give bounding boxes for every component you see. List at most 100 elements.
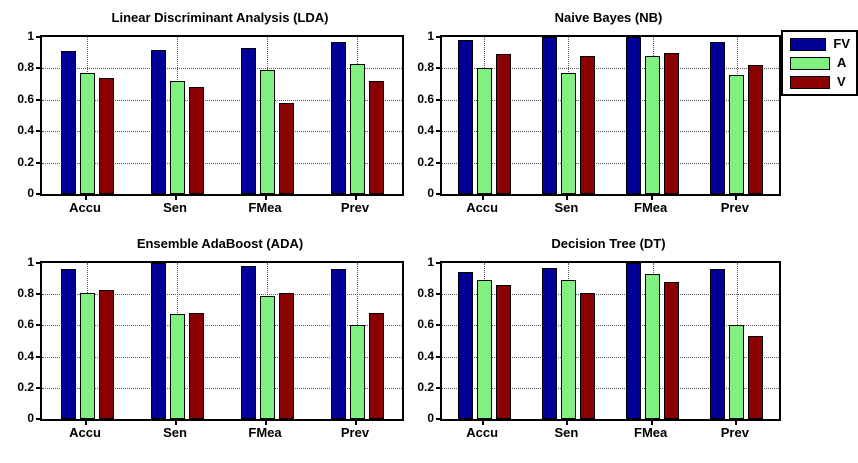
bar-v-sen bbox=[189, 87, 204, 194]
x-tick-mark bbox=[651, 421, 653, 425]
y-tick-mark bbox=[36, 386, 41, 389]
x-tick-mark bbox=[566, 196, 568, 200]
bar-a-prev bbox=[350, 64, 365, 194]
bar-v-fmea bbox=[279, 103, 294, 194]
x-tick-mark bbox=[355, 421, 357, 425]
x-tick-mark bbox=[85, 196, 87, 200]
y-tick-label: 0 bbox=[27, 186, 34, 200]
y-tick-mark bbox=[36, 36, 41, 38]
bar-fv-fmea bbox=[241, 48, 256, 194]
gridline-horizontal bbox=[42, 294, 402, 296]
bar-fv-prev bbox=[710, 42, 725, 194]
gridline-horizontal bbox=[442, 68, 779, 70]
y-tick-label: 0.2 bbox=[417, 154, 434, 169]
y-tick-mark bbox=[36, 67, 41, 70]
legend-label: FV bbox=[833, 36, 850, 51]
bar-a-prev bbox=[729, 325, 744, 419]
gridline-horizontal bbox=[42, 99, 402, 101]
bar-a-fmea bbox=[645, 56, 660, 194]
x-tick-label: Accu bbox=[466, 200, 499, 215]
x-tick-label: FMea bbox=[248, 425, 282, 440]
y-tick-label: 1 bbox=[427, 29, 434, 43]
x-tick-label: Accu bbox=[69, 425, 101, 440]
gridline-horizontal bbox=[442, 325, 779, 327]
y-tick-label: 0 bbox=[427, 186, 434, 200]
y-tick-label: 0.6 bbox=[417, 91, 434, 106]
y-tick-mark bbox=[436, 36, 441, 38]
gridline-horizontal bbox=[442, 162, 779, 164]
plot-inner bbox=[442, 37, 779, 194]
y-tick-label: 0.8 bbox=[17, 60, 34, 75]
bar-fv-prev bbox=[331, 269, 346, 419]
y-tick-label: 0.6 bbox=[17, 91, 34, 106]
bar-v-sen bbox=[189, 313, 204, 419]
plot-area bbox=[40, 35, 404, 196]
legend-entry-fv: FV bbox=[790, 37, 850, 51]
gridline-horizontal bbox=[42, 356, 402, 358]
x-tick-mark bbox=[265, 421, 267, 425]
bar-fv-fmea bbox=[626, 263, 641, 419]
bar-a-prev bbox=[729, 75, 744, 194]
bar-a-accu bbox=[477, 280, 492, 419]
x-tick-label: Prev bbox=[340, 425, 370, 440]
gridline-horizontal bbox=[42, 162, 402, 164]
chart-title: Ensemble AdaBoost (ADA) bbox=[136, 236, 304, 251]
bar-a-sen bbox=[561, 280, 576, 419]
bar-v-accu bbox=[99, 78, 114, 194]
x-tick-label: FMea bbox=[634, 200, 668, 215]
y-tick-mark bbox=[436, 67, 441, 70]
y-tick-mark bbox=[36, 130, 41, 133]
bar-fv-accu bbox=[458, 272, 473, 419]
bar-a-prev bbox=[350, 325, 365, 419]
bar-v-prev bbox=[369, 81, 384, 194]
y-tick-mark bbox=[436, 324, 441, 327]
x-tick-mark bbox=[85, 421, 87, 425]
y-tick-mark bbox=[436, 386, 441, 389]
x-tick-mark bbox=[175, 196, 177, 200]
gridline-horizontal bbox=[442, 294, 779, 296]
bar-fv-prev bbox=[710, 269, 725, 419]
y-tick-mark bbox=[36, 161, 41, 164]
legend: FV A V bbox=[781, 30, 858, 96]
y-tick-label: 0.8 bbox=[417, 60, 434, 75]
plot-area bbox=[40, 261, 404, 421]
y-tick-mark bbox=[436, 130, 441, 133]
x-tick-mark bbox=[482, 421, 484, 425]
y-tick-label: 0.2 bbox=[17, 154, 34, 169]
x-tick-mark bbox=[482, 196, 484, 200]
y-tick-mark bbox=[36, 355, 41, 358]
legend-swatch-a bbox=[790, 56, 830, 70]
x-tick-label: Sen bbox=[554, 425, 579, 440]
y-tick-mark bbox=[436, 98, 441, 101]
bar-a-sen bbox=[561, 73, 576, 194]
gridline-horizontal bbox=[442, 387, 779, 389]
chart-title: Decision Tree (DT) bbox=[551, 236, 666, 251]
bar-v-accu bbox=[496, 54, 511, 194]
x-tick-label: Sen bbox=[163, 200, 187, 215]
x-tick-mark bbox=[735, 196, 737, 200]
bar-a-accu bbox=[80, 293, 95, 419]
bar-a-fmea bbox=[260, 70, 275, 194]
x-tick-mark bbox=[566, 421, 568, 425]
legend-swatch-v bbox=[790, 75, 830, 89]
bar-fv-sen bbox=[542, 37, 557, 194]
x-tick-label: Sen bbox=[554, 200, 579, 215]
y-tick-mark bbox=[36, 98, 41, 101]
y-tick-mark bbox=[436, 418, 441, 420]
y-tick-label: 0.4 bbox=[417, 348, 434, 363]
bar-a-sen bbox=[170, 314, 185, 419]
plot-inner bbox=[442, 263, 779, 419]
y-tick-label: 0 bbox=[27, 411, 34, 425]
plot-area bbox=[440, 35, 781, 196]
x-tick-label: Accu bbox=[69, 200, 101, 215]
x-tick-label: Prev bbox=[720, 425, 749, 440]
y-tick-mark bbox=[436, 161, 441, 164]
bar-a-accu bbox=[80, 73, 95, 194]
y-tick-label: 0.4 bbox=[417, 123, 434, 138]
bar-a-fmea bbox=[260, 296, 275, 419]
gridline-horizontal bbox=[42, 387, 402, 389]
y-tick-label: 0.8 bbox=[17, 286, 34, 301]
y-tick-label: 0 bbox=[427, 411, 434, 425]
gridline-horizontal bbox=[442, 131, 779, 133]
